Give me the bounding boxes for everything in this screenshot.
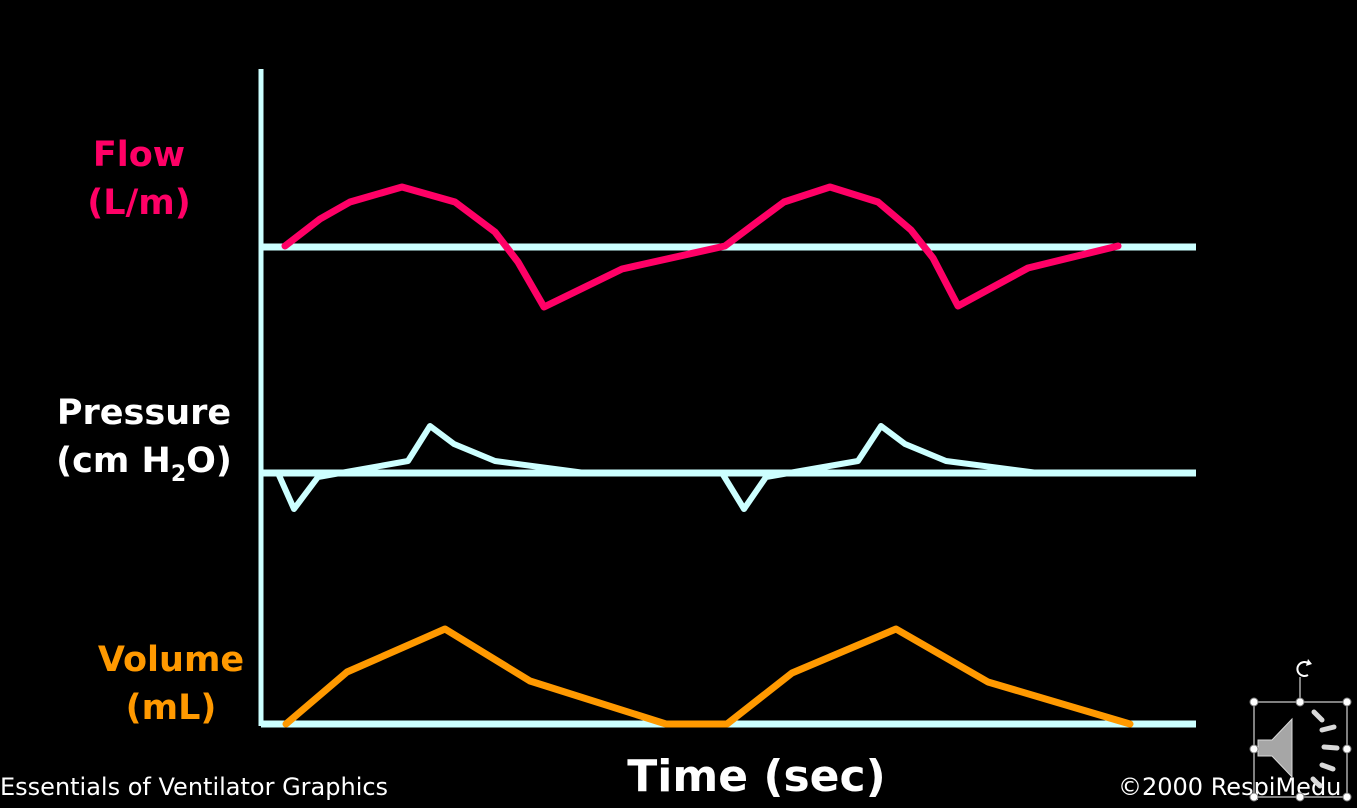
pressure-waveform — [275, 423, 1183, 512]
pressure-label-name: Pressure — [56, 393, 232, 433]
resize-handles[interactable] — [1249, 697, 1352, 802]
flow-label: Flow (L/m) — [80, 131, 198, 227]
flow-label-unit: (L/m) — [87, 183, 191, 223]
rotate-handle-icon[interactable] — [1296, 659, 1312, 677]
time-axis-label: Time (sec) — [627, 751, 886, 802]
volume-label: Volume (mL) — [88, 636, 254, 732]
volume-waveform — [282, 625, 1134, 728]
pressure-label: Pressure (cm H2O) — [50, 389, 238, 490]
volume-label-unit: (mL) — [125, 688, 217, 728]
flow-waveform — [281, 183, 1122, 311]
flow-label-name: Flow — [92, 135, 186, 175]
pressure-unit-subscript: 2 — [170, 462, 187, 487]
footer-title: Essentials of Ventilator Graphics — [0, 773, 389, 801]
pressure-unit-suffix: O) — [186, 441, 232, 481]
volume-label-name: Volume — [97, 640, 245, 680]
speaker-icon[interactable] — [1257, 709, 1340, 789]
audio-player-widget[interactable] — [1242, 655, 1357, 802]
pressure-label-unit: (cm H2O) — [50, 437, 238, 490]
pressure-unit-prefix: (cm H — [56, 441, 171, 481]
